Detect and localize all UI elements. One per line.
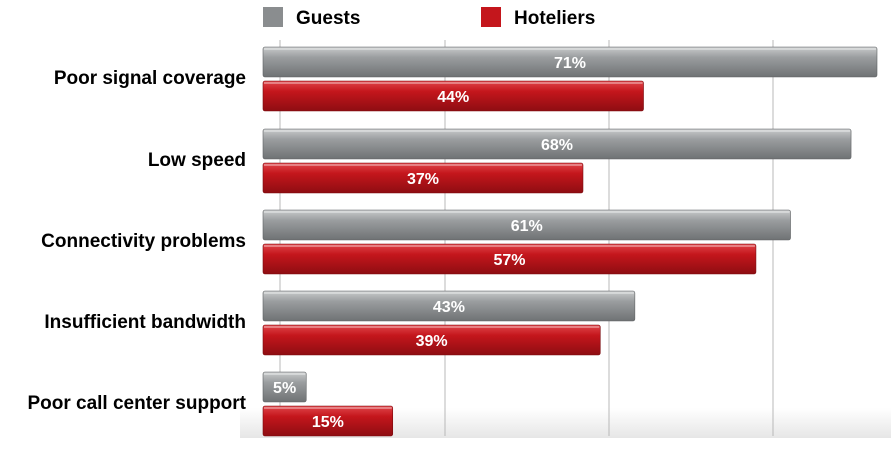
bar-guests [262, 290, 636, 322]
bar-hoteliers [262, 243, 757, 275]
bar-value-label: 5% [273, 380, 296, 397]
bar-value-label: 39% [416, 333, 448, 350]
bar-guests [262, 209, 791, 241]
category-labels: Poor signal coverage Low speed Connectivit… [27, 68, 246, 414]
bar-hoteliers [262, 80, 644, 112]
bar-guests [262, 46, 878, 78]
legend-label-hoteliers: Hoteliers [514, 8, 595, 29]
bar-value-label: 68% [541, 137, 573, 154]
bar-value-label: 15% [312, 414, 344, 431]
legend-label-guests: Guests [296, 8, 360, 29]
legend-swatch-guests [263, 7, 283, 27]
bar-value-label: 61% [511, 218, 543, 235]
bar-guests [262, 128, 852, 160]
category-label: Insufficient bandwidth [44, 312, 246, 333]
bar-hoteliers [262, 405, 394, 437]
category-label: Connectivity problems [41, 231, 246, 252]
category-label: Poor signal coverage [54, 68, 246, 89]
bar-value-label: 43% [433, 299, 465, 316]
bars: 71% 68% 61% 43% 5% 44% 37% 57% 39% 15% [262, 46, 878, 437]
bar-value-label: 57% [493, 252, 525, 269]
bar-hoteliers [262, 324, 601, 356]
legend-swatch-hoteliers [481, 7, 501, 27]
bar-guests [262, 371, 307, 403]
bar-value-label: 37% [407, 171, 439, 188]
category-label: Poor call center support [27, 393, 246, 414]
bar-value-label: 71% [554, 55, 586, 72]
bar-value-label: 44% [437, 89, 469, 106]
category-label: Low speed [148, 150, 246, 171]
legend: Guests Hoteliers [263, 7, 595, 29]
bar-hoteliers [262, 162, 584, 194]
